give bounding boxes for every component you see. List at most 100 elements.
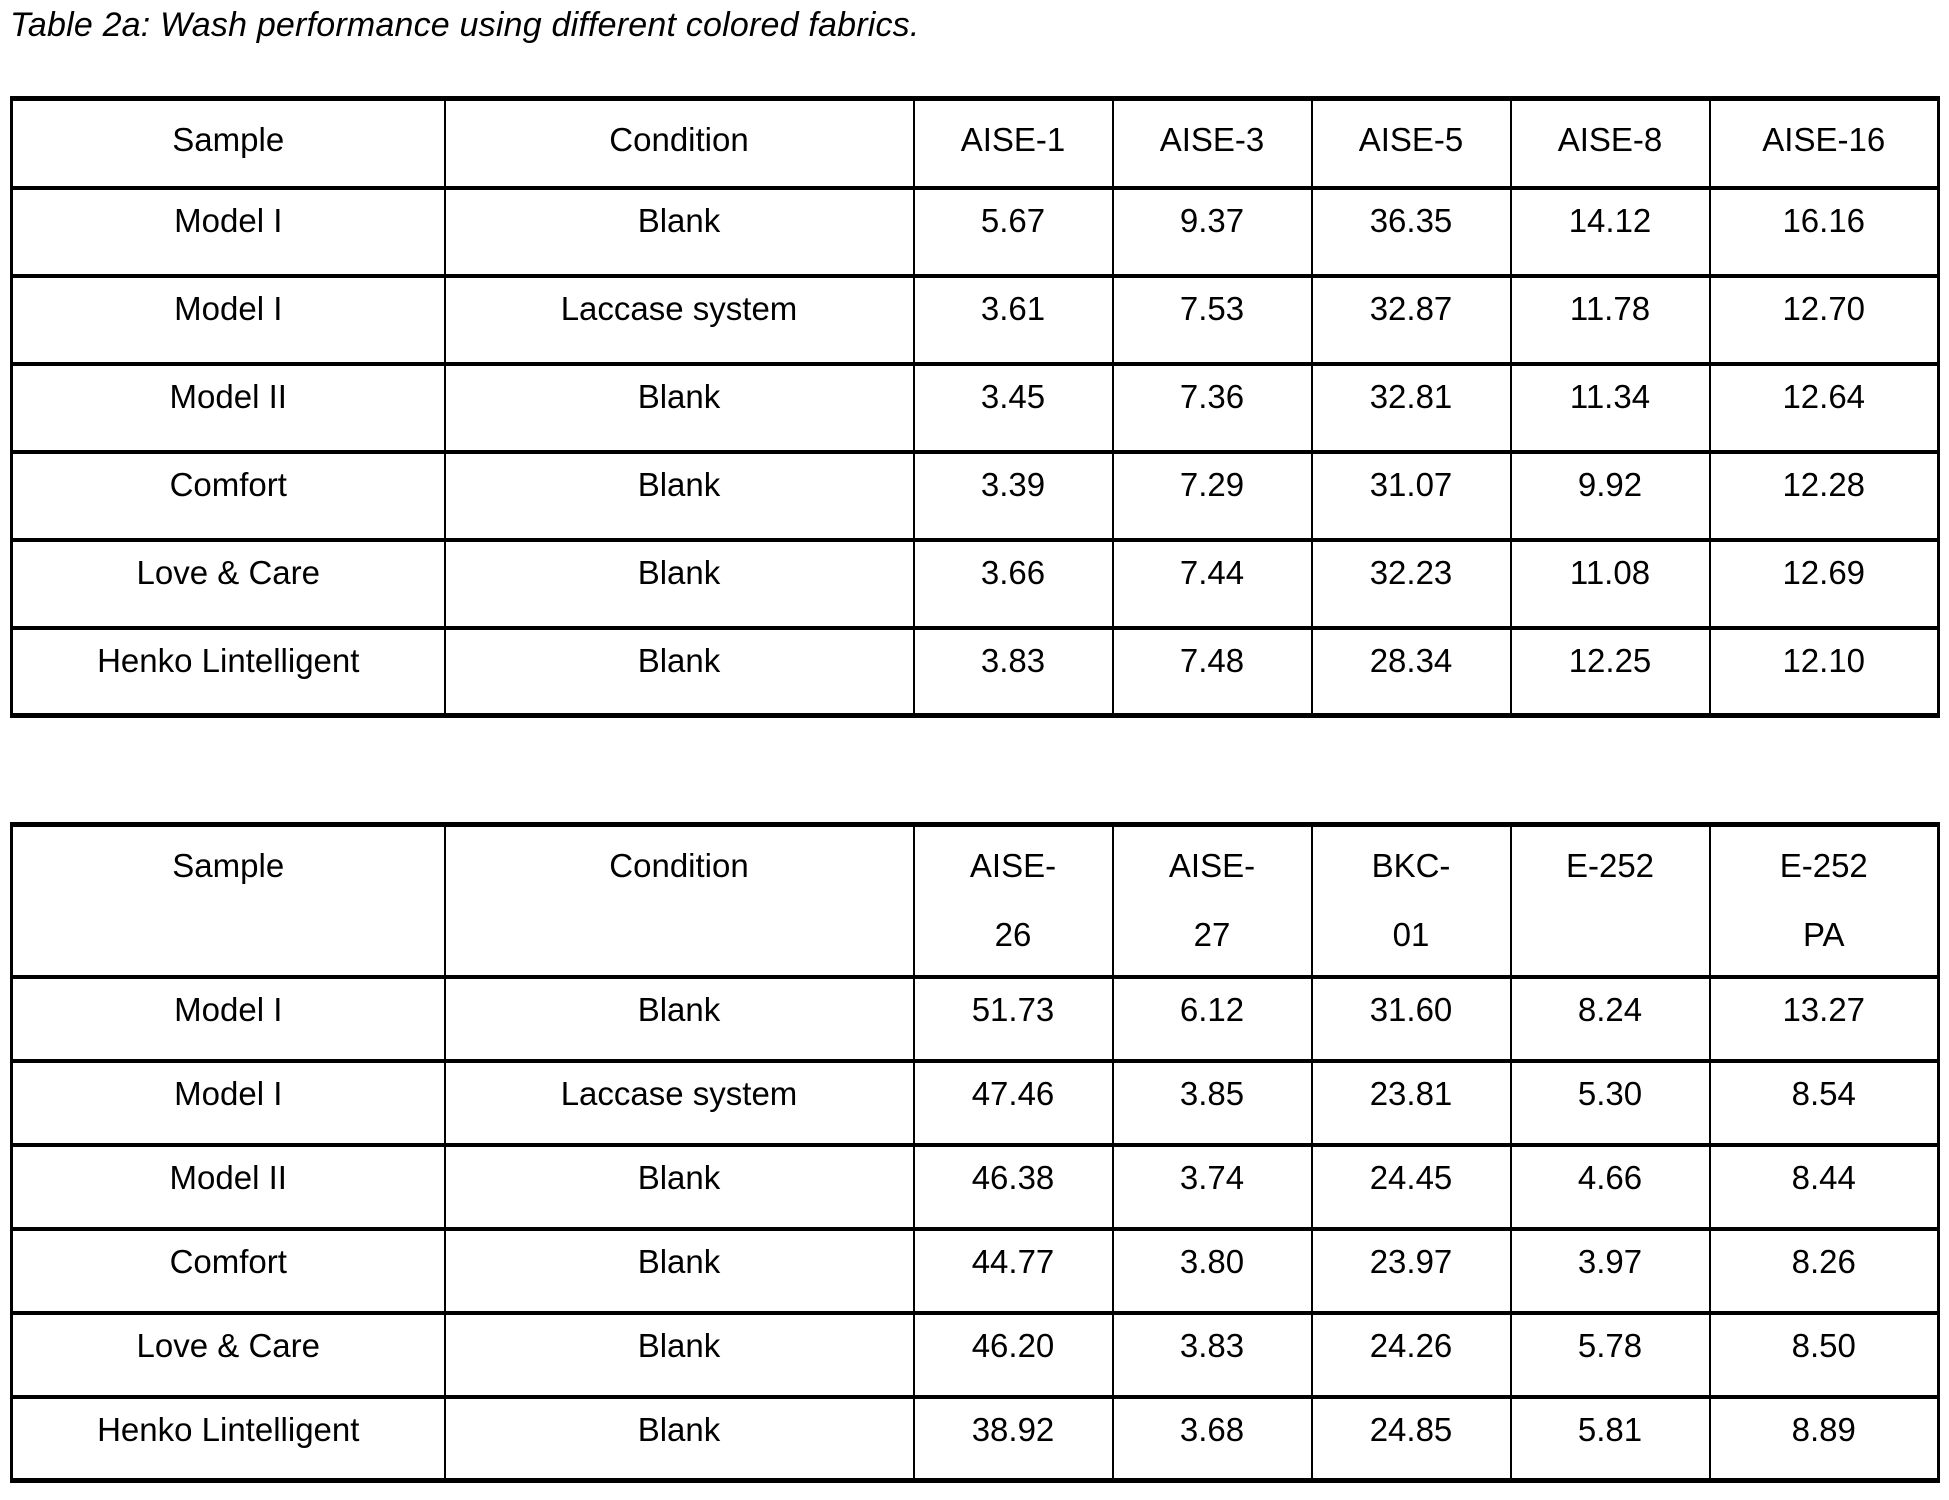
value-cell: 9.37 bbox=[1111, 185, 1313, 278]
value-cell: 7.44 bbox=[1111, 537, 1313, 630]
table-row: Model II Blank 46.38 3.74 24.45 4.66 8.44 bbox=[10, 1142, 1940, 1231]
value-cell: 3.74 bbox=[1111, 1142, 1313, 1231]
wash-performance-table-1: Sample Condition AISE-1 AISE-3 AISE-5 AISE-8 A… bbox=[10, 96, 1940, 718]
value-cell: 23.81 bbox=[1310, 1058, 1512, 1147]
table-row: Model I Laccase system 3.61 7.53 32.87 11.78 1… bbox=[10, 273, 1940, 366]
value-cell: 8.24 bbox=[1509, 974, 1711, 1063]
value-cell: 24.85 bbox=[1310, 1394, 1512, 1483]
value-cell: 8.44 bbox=[1708, 1142, 1940, 1231]
condition-cell: Blank bbox=[443, 537, 915, 630]
value-cell: 47.46 bbox=[912, 1058, 1114, 1147]
table-row: Comfort Blank 44.77 3.80 23.97 3.97 8.26 bbox=[10, 1226, 1940, 1315]
sample-cell: Henko Lintelligent bbox=[10, 625, 446, 718]
condition-cell: Blank bbox=[443, 185, 915, 278]
value-cell: 11.78 bbox=[1509, 273, 1711, 366]
sample-cell: Model I bbox=[10, 185, 446, 278]
value-cell: 12.64 bbox=[1708, 361, 1940, 454]
value-cell: 3.85 bbox=[1111, 1058, 1313, 1147]
value-cell: 7.36 bbox=[1111, 361, 1313, 454]
header-row: Sample Condition AISE-1 AISE-3 AISE-5 AISE-8 A… bbox=[10, 96, 1940, 190]
value-cell: 44.77 bbox=[912, 1226, 1114, 1315]
table-caption: Table 2a: Wash performance using differe… bbox=[10, 6, 920, 44]
value-cell: 32.23 bbox=[1310, 537, 1512, 630]
table-row: Love & Care Blank 46.20 3.83 24.26 5.78 8.50 bbox=[10, 1310, 1940, 1399]
table-row: Model I Laccase system 47.46 3.85 23.81 5.30 8… bbox=[10, 1058, 1940, 1147]
condition-cell: Blank bbox=[443, 361, 915, 454]
value-cell: 8.54 bbox=[1708, 1058, 1940, 1147]
column-header: E-252 PA bbox=[1708, 822, 1940, 979]
value-cell: 4.66 bbox=[1509, 1142, 1711, 1231]
sample-cell: Model I bbox=[10, 974, 446, 1063]
value-cell: 3.83 bbox=[912, 625, 1114, 718]
value-cell: 7.53 bbox=[1111, 273, 1313, 366]
column-header: AISE-5 bbox=[1310, 96, 1512, 190]
condition-cell: Blank bbox=[443, 1310, 915, 1399]
value-cell: 3.66 bbox=[912, 537, 1114, 630]
value-cell: 16.16 bbox=[1708, 185, 1940, 278]
value-cell: 12.25 bbox=[1509, 625, 1711, 718]
table-row: Model I Blank 51.73 6.12 31.60 8.24 13.27 bbox=[10, 974, 1940, 1063]
value-cell: 8.26 bbox=[1708, 1226, 1940, 1315]
value-cell: 51.73 bbox=[912, 974, 1114, 1063]
value-cell: 32.87 bbox=[1310, 273, 1512, 366]
column-header: AISE-8 bbox=[1509, 96, 1711, 190]
table-row: Henko Lintelligent Blank 3.83 7.48 28.34 12.2… bbox=[10, 625, 1940, 718]
value-cell: 12.10 bbox=[1708, 625, 1940, 718]
header-row: Sample Condition AISE- 26 AISE- 27 BKC- 01 E-… bbox=[10, 822, 1940, 979]
column-header: AISE-16 bbox=[1708, 96, 1940, 190]
value-cell: 31.07 bbox=[1310, 449, 1512, 542]
condition-cell: Blank bbox=[443, 974, 915, 1063]
wash-performance-table-2: Sample Condition AISE- 26 AISE- 27 BKC- 01 E-… bbox=[10, 822, 1940, 1483]
value-cell: 3.83 bbox=[1111, 1310, 1313, 1399]
value-cell: 32.81 bbox=[1310, 361, 1512, 454]
sample-cell: Comfort bbox=[10, 1226, 446, 1315]
table-row: Henko Lintelligent Blank 38.92 3.68 24.85 5.8… bbox=[10, 1394, 1940, 1483]
value-cell: 5.30 bbox=[1509, 1058, 1711, 1147]
value-cell: 3.39 bbox=[912, 449, 1114, 542]
value-cell: 3.68 bbox=[1111, 1394, 1313, 1483]
value-cell: 3.45 bbox=[912, 361, 1114, 454]
condition-cell: Blank bbox=[443, 449, 915, 542]
value-cell: 9.92 bbox=[1509, 449, 1711, 542]
table-row: Comfort Blank 3.39 7.29 31.07 9.92 12.28 bbox=[10, 449, 1940, 542]
value-cell: 7.48 bbox=[1111, 625, 1313, 718]
value-cell: 38.92 bbox=[912, 1394, 1114, 1483]
value-cell: 13.27 bbox=[1708, 974, 1940, 1063]
value-cell: 36.35 bbox=[1310, 185, 1512, 278]
table-1-header-row: Sample Condition AISE-1 AISE-3 AISE-5 AISE-8 A… bbox=[10, 96, 1940, 190]
value-cell: 3.61 bbox=[912, 273, 1114, 366]
column-header: AISE- 26 bbox=[912, 822, 1114, 979]
condition-cell: Blank bbox=[443, 1226, 915, 1315]
value-cell: 8.89 bbox=[1708, 1394, 1940, 1483]
value-cell: 5.67 bbox=[912, 185, 1114, 278]
value-cell: 5.78 bbox=[1509, 1310, 1711, 1399]
value-cell: 31.60 bbox=[1310, 974, 1512, 1063]
sample-cell: Comfort bbox=[10, 449, 446, 542]
condition-cell: Laccase system bbox=[443, 273, 915, 366]
value-cell: 24.45 bbox=[1310, 1142, 1512, 1231]
sample-cell: Henko Lintelligent bbox=[10, 1394, 446, 1483]
sample-cell: Model II bbox=[10, 361, 446, 454]
column-header: AISE-1 bbox=[912, 96, 1114, 190]
value-cell: 12.70 bbox=[1708, 273, 1940, 366]
value-cell: 3.80 bbox=[1111, 1226, 1313, 1315]
value-cell: 14.12 bbox=[1509, 185, 1711, 278]
sample-cell: Model II bbox=[10, 1142, 446, 1231]
column-header: Sample bbox=[10, 822, 446, 979]
table-2-header-row: Sample Condition AISE- 26 AISE- 27 BKC- 01 E-… bbox=[10, 822, 1940, 979]
sample-cell: Love & Care bbox=[10, 1310, 446, 1399]
condition-cell: Blank bbox=[443, 625, 915, 718]
value-cell: 5.81 bbox=[1509, 1394, 1711, 1483]
value-cell: 7.29 bbox=[1111, 449, 1313, 542]
table-1-body: Model I Blank 5.67 9.37 36.35 14.12 16.16 Model… bbox=[10, 185, 1940, 718]
column-header: Condition bbox=[443, 822, 915, 979]
table-row: Love & Care Blank 3.66 7.44 32.23 11.08 12.69 bbox=[10, 537, 1940, 630]
column-header: BKC- 01 bbox=[1310, 822, 1512, 979]
sample-cell: Love & Care bbox=[10, 537, 446, 630]
column-header: Condition bbox=[443, 96, 915, 190]
value-cell: 12.69 bbox=[1708, 537, 1940, 630]
value-cell: 6.12 bbox=[1111, 974, 1313, 1063]
value-cell: 46.38 bbox=[912, 1142, 1114, 1231]
value-cell: 3.97 bbox=[1509, 1226, 1711, 1315]
